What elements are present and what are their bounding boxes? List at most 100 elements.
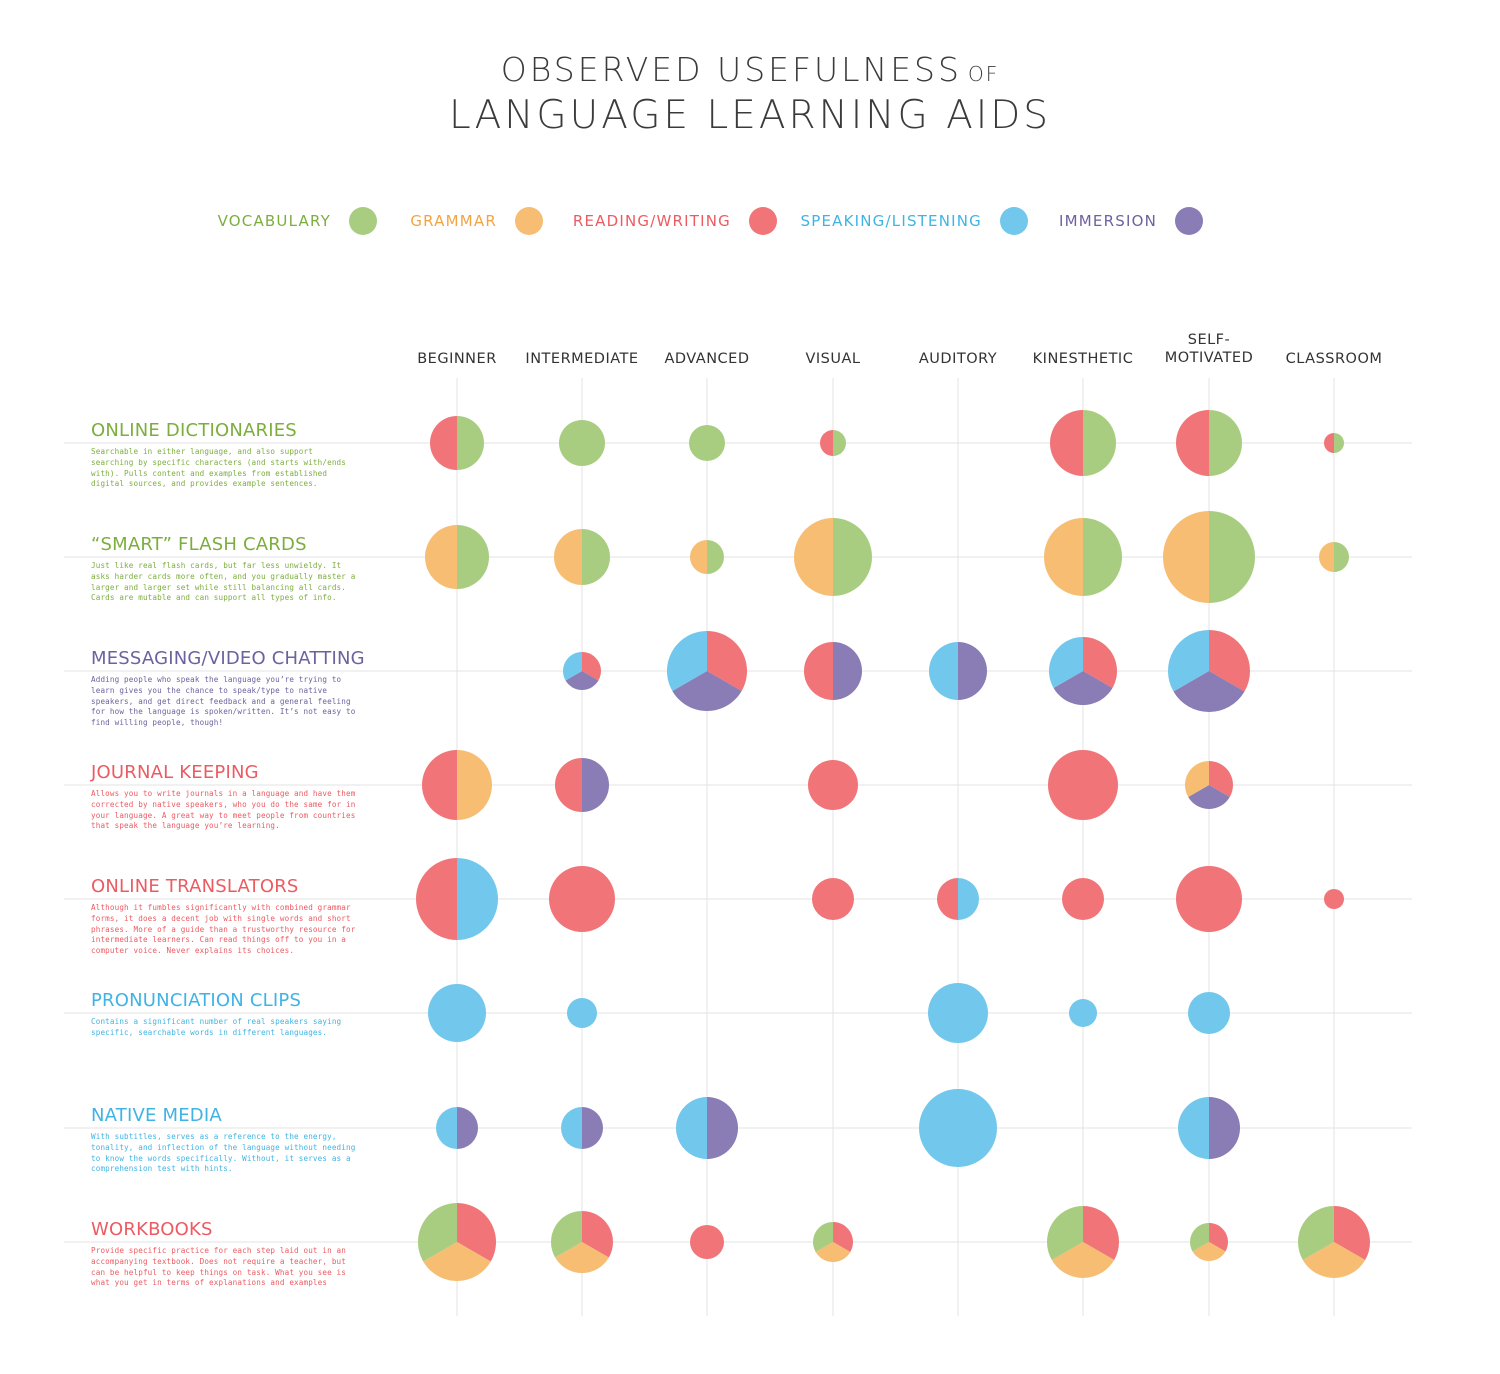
row-description: Contains a significant number of real sp… xyxy=(91,1017,342,1037)
legend-label: IMMERSION xyxy=(1059,212,1157,230)
legend-label: SPEAKING/LISTENING xyxy=(800,212,982,230)
column-header-line1: CLASSROOM xyxy=(1285,351,1383,367)
row-title: “SMART” FLASH CARDS xyxy=(91,534,307,555)
pie-slice-self-motivated-grammar xyxy=(1163,511,1209,603)
pie-slice-beginner-reading_writing xyxy=(416,858,457,940)
legend-swatch xyxy=(515,207,543,235)
pie-slice-beginner-grammar xyxy=(457,750,492,820)
row-title: ONLINE DICTIONARIES xyxy=(91,420,297,441)
pie-slice-classroom-vocabulary xyxy=(1334,542,1349,572)
row-title: ONLINE TRANSLATORS xyxy=(91,876,299,897)
legend: VOCABULARY GRAMMAR READING/WRITING SPEAKING… xyxy=(0,205,1500,237)
row-title: WORKBOOKS xyxy=(91,1219,213,1240)
row-description: With subtitles, serves as a reference to… xyxy=(91,1132,356,1174)
legend-item-reading_writing: READING/WRITING xyxy=(517,205,777,237)
pie-slice-self-motivated-reading_writing xyxy=(1209,630,1251,692)
pie-beginner-speaking_listening xyxy=(428,984,486,1042)
pie-slice-self-motivated-immersion xyxy=(1209,1097,1240,1159)
pie-slice-beginner-vocabulary xyxy=(418,1203,457,1262)
column-header-line2: MOTIVATED xyxy=(1164,350,1254,366)
pie-visual-reading_writing xyxy=(812,878,854,920)
pie-slice-self-motivated-vocabulary xyxy=(1209,511,1255,603)
row-description: Searchable in either language, and also … xyxy=(91,447,346,489)
pie-slice-advanced-immersion xyxy=(672,671,742,711)
column-header-visual: VISUAL xyxy=(768,350,898,368)
pie-slice-self-motivated-vocabulary xyxy=(1209,410,1242,476)
pie-slice-visual-grammar xyxy=(815,1242,851,1262)
legend-item-speaking_listening: SPEAKING/LISTENING xyxy=(768,205,1028,237)
pie-slice-beginner-grammar xyxy=(425,525,457,589)
legend-item-vocabulary: VOCABULARY xyxy=(117,205,377,237)
column-header-line1: VISUAL xyxy=(805,351,861,367)
pie-slice-kinesthetic-vocabulary xyxy=(1046,1206,1083,1260)
row-description: Just like real flash cards, but far less… xyxy=(91,561,356,603)
row-description: Although it fumbles significantly with c… xyxy=(91,903,356,956)
pie-slice-self-motivated-speaking_listening xyxy=(1167,629,1209,692)
pie-slice-kinesthetic-vocabulary xyxy=(1083,518,1122,596)
pie-slice-self-motivated-reading_writing xyxy=(1209,1223,1228,1252)
pie-slice-advanced-speaking_listening xyxy=(667,631,707,691)
pie-slice-advanced-grammar xyxy=(690,540,707,574)
pie-slice-intermediate-immersion xyxy=(565,671,599,690)
column-header-line1: SELF- xyxy=(1187,332,1231,348)
pie-slice-intermediate-reading_writing xyxy=(582,1211,614,1258)
chart-title-line2: LANGUAGE LEARNING AIDS xyxy=(448,93,1052,138)
pie-slice-advanced-immersion xyxy=(707,1097,738,1159)
column-header-kinesthetic: KINESTHETIC xyxy=(1018,350,1148,368)
pie-advanced-vocabulary xyxy=(689,425,725,461)
row-title: PRONUNCIATION CLIPS xyxy=(91,990,302,1011)
pie-slice-self-motivated-immersion xyxy=(1188,785,1230,809)
pie-slice-intermediate-grammar xyxy=(554,529,582,585)
pie-slice-beginner-immersion xyxy=(457,1107,478,1149)
pie-slice-intermediate-reading_writing xyxy=(582,652,601,681)
chart-title-line1: OBSERVED USEFULNESS OF xyxy=(500,50,1000,89)
row-description: Allows you to write journals in a langua… xyxy=(91,789,356,831)
pie-slice-kinesthetic-reading_writing xyxy=(1083,1206,1120,1260)
pie-slice-self-motivated-grammar xyxy=(1185,761,1209,797)
pie-slice-auditory-reading_writing xyxy=(937,878,958,920)
pie-slice-beginner-vocabulary xyxy=(457,416,484,470)
column-header-line1: ADVANCED xyxy=(664,351,750,367)
pie-slice-auditory-immersion xyxy=(958,642,987,700)
pie-slice-visual-reading_writing xyxy=(804,642,833,700)
legend-swatch xyxy=(1000,207,1028,235)
pie-slice-kinesthetic-reading_writing xyxy=(1050,410,1083,476)
row-description: Adding people who speak the language you… xyxy=(91,675,356,728)
pie-slice-intermediate-vocabulary xyxy=(550,1211,582,1258)
column-header-advanced: ADVANCED xyxy=(642,350,772,368)
pie-slice-visual-vocabulary xyxy=(813,1222,833,1252)
pie-kinesthetic-reading_writing xyxy=(1062,878,1104,920)
pie-slice-intermediate-immersion xyxy=(582,1107,603,1149)
column-header-beginner: BEGINNER xyxy=(392,350,522,368)
legend-item-grammar: GRAMMAR xyxy=(283,205,543,237)
pie-kinesthetic-reading_writing xyxy=(1048,750,1118,820)
pie-slice-beginner-reading_writing xyxy=(430,416,457,470)
pie-slice-classroom-grammar xyxy=(1302,1242,1366,1279)
pie-slice-beginner-reading_writing xyxy=(457,1203,496,1262)
pie-slice-advanced-reading_writing xyxy=(707,631,747,691)
pie-slice-kinesthetic-immersion xyxy=(1053,671,1113,705)
pie-slice-visual-vocabulary xyxy=(833,518,872,596)
legend-swatch xyxy=(349,207,377,235)
pie-self-motivated-reading_writing xyxy=(1176,866,1242,932)
pie-slice-kinesthetic-grammar xyxy=(1044,518,1083,596)
pie-slice-intermediate-vocabulary xyxy=(582,529,610,585)
legend-label: READING/WRITING xyxy=(572,212,731,230)
pie-slice-beginner-reading_writing xyxy=(422,750,457,820)
column-header-line1: INTERMEDIATE xyxy=(525,351,639,367)
pie-slice-beginner-speaking_listening xyxy=(436,1107,457,1149)
chart-title-of: OF xyxy=(967,62,1000,86)
row-title: NATIVE MEDIA xyxy=(91,1105,222,1126)
pie-slice-visual-vocabulary xyxy=(833,430,846,456)
pie-kinesthetic-speaking_listening xyxy=(1069,999,1097,1027)
pie-intermediate-vocabulary xyxy=(559,420,605,466)
pie-slice-auditory-speaking_listening xyxy=(958,878,979,920)
pie-slice-self-motivated-speaking_listening xyxy=(1178,1097,1209,1159)
pie-slice-beginner-speaking_listening xyxy=(457,858,498,940)
column-header-self-motivated: SELF- MOTIVATED xyxy=(1144,331,1274,367)
pie-slice-advanced-speaking_listening xyxy=(676,1097,707,1159)
pie-slice-beginner-vocabulary xyxy=(457,525,489,589)
pie-slice-self-motivated-reading_writing xyxy=(1209,761,1233,797)
pie-slice-intermediate-immersion xyxy=(582,758,609,812)
pie-slice-visual-immersion xyxy=(833,642,862,700)
